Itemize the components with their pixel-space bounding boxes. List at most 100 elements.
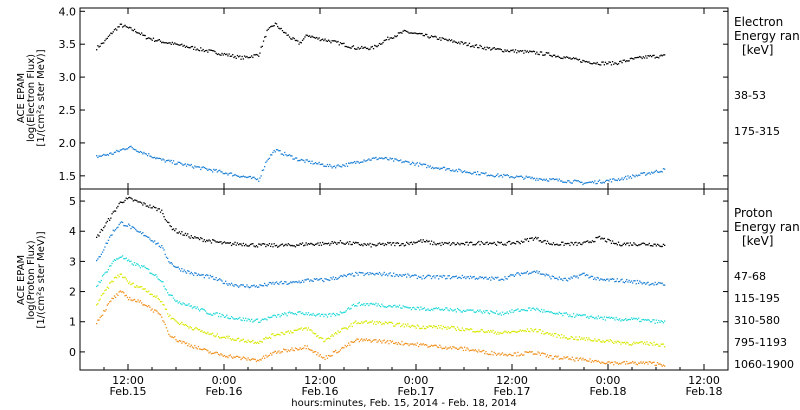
electron-point [389,37,391,39]
proton-point [533,329,536,331]
proton-point [106,220,108,223]
proton-point [500,332,502,335]
proton-point [659,245,661,247]
proton-point [223,336,226,338]
proton-point [537,237,539,239]
proton-point [632,282,634,284]
electron-point [128,147,130,149]
electron-point [608,61,610,63]
proton-point [416,306,418,308]
electron-series-175-315 [96,145,666,186]
proton-point [617,241,620,243]
electron-point [325,165,327,168]
proton-point [174,299,176,301]
proton-point [414,274,416,276]
electron-point [225,53,227,56]
proton-point [460,311,462,313]
proton-point [139,300,142,302]
proton-point [600,316,602,318]
proton-point [661,365,663,367]
electron-point [352,161,355,164]
electron-point [174,163,176,165]
proton-point [190,271,192,274]
proton-point [517,331,519,333]
proton-point [520,240,523,242]
electron-point [414,32,416,34]
electron-point [546,52,549,54]
electron-point [596,182,598,185]
proton-point [212,275,214,278]
proton-point [647,281,649,283]
electron-point [177,161,179,163]
proton-point [447,309,449,311]
proton-point [239,243,241,245]
electron-point [100,155,102,157]
proton-point [212,332,214,334]
proton-point [265,245,267,248]
electron-point [377,158,379,160]
proton-point [454,347,456,349]
proton-point [266,285,268,287]
proton-point [335,242,337,244]
proton-point [112,260,114,262]
electron-point [122,26,124,28]
proton-point [394,342,396,345]
proton-point [207,331,209,333]
electron-point [533,50,536,53]
proton-point [176,300,178,302]
proton-point [567,356,569,358]
proton-point [297,329,299,331]
proton-point [481,350,484,352]
proton-point [492,311,494,314]
electron-point [104,39,106,42]
electron-point [338,165,340,167]
proton-point [355,305,357,307]
electron-point [491,174,493,177]
electron-point [435,167,437,169]
proton-point [556,277,558,280]
electron-point [329,40,331,42]
proton-point [368,274,370,276]
proton-point [189,273,191,275]
electron-point [413,162,415,164]
electron-point [182,164,184,166]
proton-point [201,274,203,276]
proton-point [356,305,358,307]
electron-point [195,49,197,51]
proton-point [243,341,246,343]
proton-point [620,363,622,365]
proton-point [267,316,269,318]
proton-point [572,338,575,340]
proton-point [247,286,249,288]
electron-point [641,57,643,60]
proton-point [172,297,175,299]
proton-point [458,243,460,245]
proton-point [130,283,132,286]
proton-point [517,351,519,353]
proton-point [298,280,300,282]
electron-point [499,48,501,50]
proton-point [190,344,192,346]
proton-point [493,278,495,280]
electron-point [523,52,525,54]
electron-point [519,50,521,52]
proton-point [209,274,211,277]
proton-point [158,245,160,247]
proton-point [611,240,614,242]
proton-point [594,338,596,340]
electron-point [301,39,304,41]
proton-point [656,362,659,364]
proton-point [483,331,485,333]
proton-point [539,240,542,242]
electron-point [630,57,633,59]
proton-point [143,202,145,204]
proton-point [442,347,444,349]
electron-point [110,152,112,154]
electron-point [342,42,344,45]
proton-point [377,322,379,324]
proton-point [509,332,511,334]
proton-point [486,278,488,280]
proton-point [433,307,435,310]
proton-point [154,309,156,311]
proton-point [408,307,410,309]
